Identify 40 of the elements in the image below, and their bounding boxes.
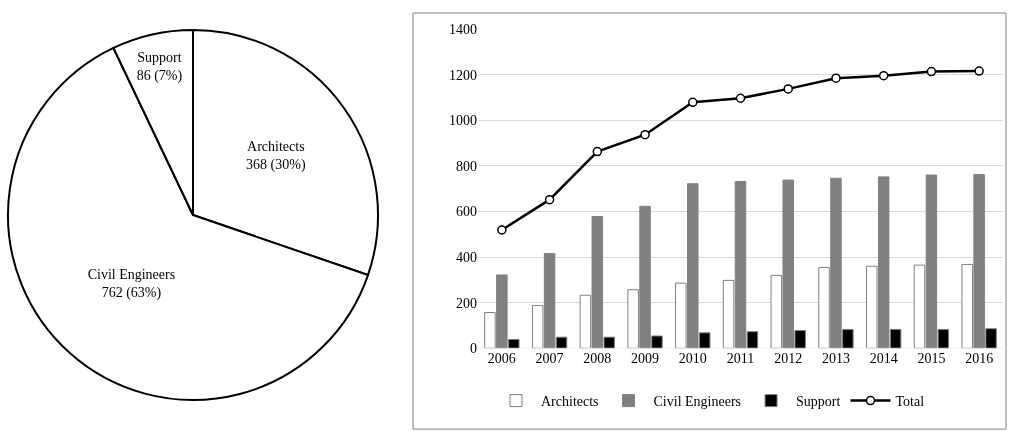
data-label: 86 (7%) xyxy=(136,68,183,85)
x-tick-label: 2007 xyxy=(535,351,564,367)
point xyxy=(878,70,889,81)
point xyxy=(926,66,937,77)
slice-label: Support xyxy=(137,50,182,66)
y-tick-label: 600 xyxy=(456,204,477,220)
data-label: 762 (63%) xyxy=(101,285,162,302)
y-tick-label: 1200 xyxy=(449,67,477,83)
point xyxy=(592,146,603,157)
data-label: 368 (30%) xyxy=(246,156,306,173)
x-tick-label: 2013 xyxy=(821,351,850,367)
x-tick-label: 2015 xyxy=(917,351,946,367)
slice-label: Civil Engineers xyxy=(87,266,176,282)
y-tick-label: 800 xyxy=(456,158,477,174)
slice-label: Architects xyxy=(247,138,305,154)
legend-label: Architects xyxy=(541,394,599,410)
x-tick-label: 2008 xyxy=(583,351,612,367)
legend-label: Total xyxy=(895,394,925,410)
y-tick-label: 1400 xyxy=(449,22,477,38)
x-tick-label: 2016 xyxy=(965,351,994,367)
y-tick-label: 200 xyxy=(456,295,477,311)
x-tick-label: 2010 xyxy=(678,351,707,367)
y-tick-label: 0 xyxy=(470,341,477,357)
x-tick-label: 2009 xyxy=(631,351,660,367)
point xyxy=(640,129,650,140)
point xyxy=(735,93,746,103)
point xyxy=(497,225,507,235)
point xyxy=(831,73,841,83)
legend-label: Civil Engineers xyxy=(653,394,742,410)
point xyxy=(783,84,793,94)
x-tick-label: 2012 xyxy=(774,351,803,367)
y-tick-label: 400 xyxy=(456,250,477,266)
y-tick-label: 1000 xyxy=(449,113,477,129)
x-tick-label: 2014 xyxy=(869,351,898,367)
x-tick-label: 2006 xyxy=(487,351,516,367)
x-tick-label: 2011 xyxy=(726,351,755,367)
point xyxy=(688,97,698,108)
point xyxy=(974,66,984,76)
point xyxy=(544,194,555,205)
legend-label: Support xyxy=(796,394,841,410)
